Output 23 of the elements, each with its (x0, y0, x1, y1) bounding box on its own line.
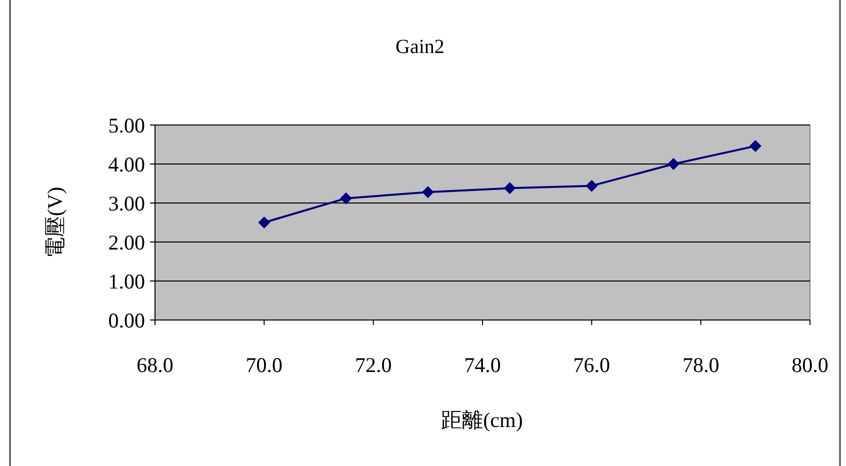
point (504, 182, 516, 194)
point (258, 216, 270, 228)
x-tick-label: 72.0 (354, 353, 392, 377)
point (749, 140, 762, 152)
x-tick-label: 80.0 (792, 353, 828, 377)
point (586, 180, 598, 192)
chart-title: Gain2 (396, 36, 444, 58)
x-axis-title: 距離(cm) (441, 408, 523, 432)
y-tick-label: 4.00 (108, 152, 145, 176)
y-tick-label: 1.00 (108, 269, 145, 294)
x-tick-label: 74.0 (464, 353, 501, 377)
point (422, 186, 434, 198)
x-tick-label: 70.0 (246, 353, 283, 377)
y-tick-label: 3.00 (108, 191, 145, 216)
x-tick-label: 76.0 (573, 353, 610, 377)
x-tick-label: 68.0 (136, 353, 174, 377)
y-tick-label: 0.00 (108, 308, 145, 332)
y-tick-label: 2.00 (108, 230, 145, 254)
y-axis-title: 電壓(V) (43, 186, 67, 258)
point (340, 192, 352, 204)
y-tick-label: 5.00 (108, 113, 145, 138)
point (668, 158, 680, 170)
x-tick-label: 78.0 (682, 353, 720, 377)
